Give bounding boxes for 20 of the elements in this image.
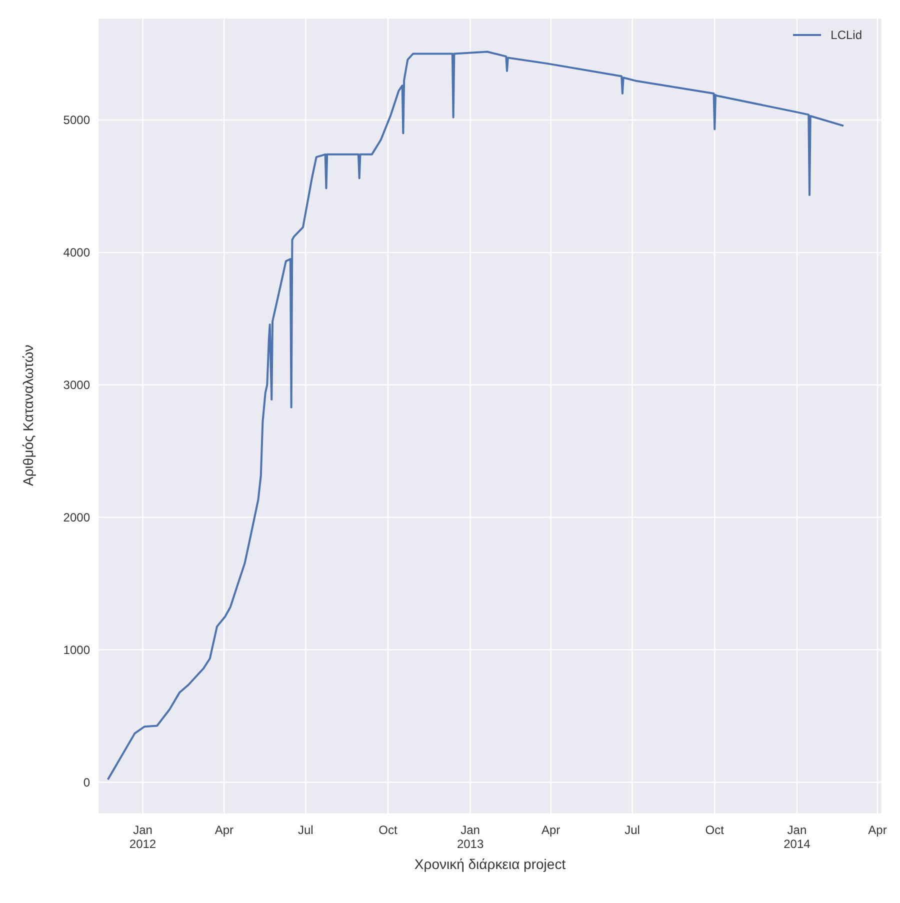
x-tick-label: Jan 2012 (129, 823, 156, 851)
y-tick-label: 5000 (63, 113, 90, 128)
y-axis-title: Αριθμός Καταναλωτών (20, 344, 36, 486)
y-tick-label: 4000 (63, 246, 90, 260)
y-tick-label: 1000 (63, 643, 90, 658)
x-tick-label: Jul (624, 823, 640, 837)
x-tick-label: Apr (542, 823, 560, 837)
y-tick-label: 0 (83, 775, 90, 790)
x-axis-title: Χρονική διάρκεια project (414, 856, 566, 872)
legend-label: LCLid (830, 28, 862, 42)
x-tick-label: Jan 2014 (784, 823, 811, 851)
x-tick-label: Apr (214, 823, 234, 837)
x-tick-label: Jul (298, 823, 314, 837)
line-series (106, 50, 845, 781)
y-tick-label: 3000 (63, 378, 90, 392)
y-tick-label: 2000 (63, 510, 90, 525)
x-tick-label: Oct (378, 823, 398, 837)
x-tick-label: Apr (868, 823, 887, 837)
x-tick-label: Jan 2013 (456, 823, 484, 851)
x-tick-label: Oct (705, 823, 725, 837)
